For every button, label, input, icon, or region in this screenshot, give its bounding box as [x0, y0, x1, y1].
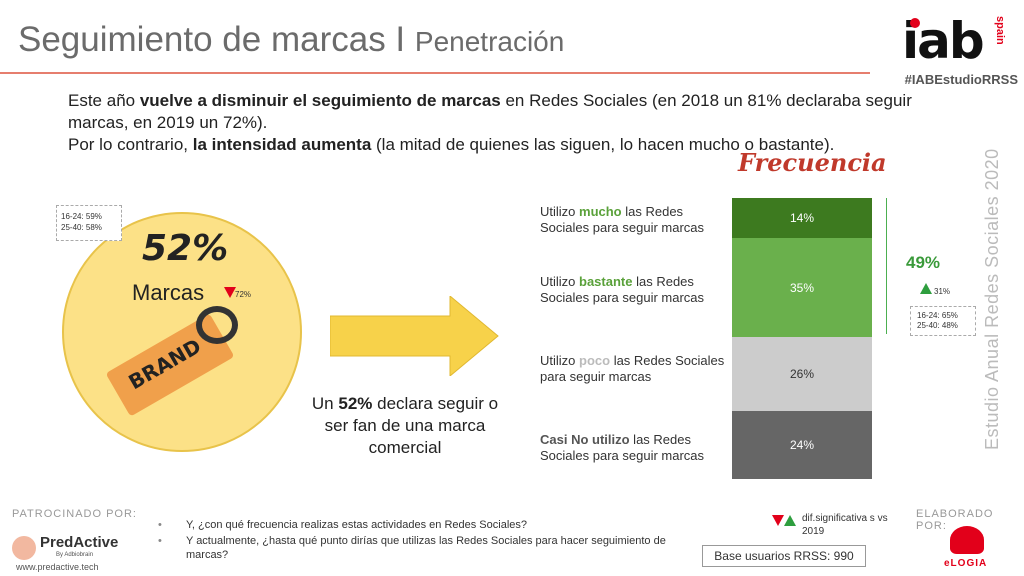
row-label-casi-no: Casi No utilizo las Redes Sociales para … [540, 432, 730, 464]
previous-value: 72% [235, 290, 252, 299]
intro-line-1: Este año vuelve a disminuir el seguimien… [68, 90, 948, 134]
row-1-pre: Utilizo [540, 274, 580, 289]
bar-segment-mucho: 14% [732, 198, 872, 238]
bar-segment-poco: 26% [732, 337, 872, 411]
intro-2-bold: la intensidad aumenta [192, 135, 372, 154]
intro-2-pre: Por lo contrario, [68, 135, 193, 154]
tag-ring-icon [196, 306, 238, 344]
row-label-bastante: Utilizo bastante las Redes Sociales para… [540, 274, 730, 306]
intro-1-bold: vuelve a disminuir el seguimiento de mar… [139, 91, 501, 110]
row-2-post: las Redes Sociales para seguir marcas [540, 353, 725, 384]
row-2-highlight: poco [579, 353, 611, 368]
question-item: Y, ¿con qué frecuencia realizas estas ac… [158, 518, 698, 532]
caption-pre: Un [311, 394, 339, 413]
intro-1-post: en Redes Sociales (en 2018 un 81% declar… [68, 91, 912, 132]
grouped-total: 49% [906, 253, 941, 272]
penetration-caption: Un 52% declara seguir o ser fan de una m… [300, 393, 510, 459]
row-label-mucho: Utilizo mucho las Redes Sociales para se… [540, 204, 730, 236]
side-vertical-text: Estudio Anual Redes Sociales 2020 [982, 148, 1002, 450]
grouped-age-1: 16-24: 65% [917, 311, 958, 320]
bar-segment-casi-no-utilizo: 24% [732, 411, 872, 479]
intro-2-post: (la mitad de quienes las siguen, lo hace… [371, 135, 835, 154]
row-1-post: las Redes Sociales para seguir marcas [540, 274, 705, 305]
caption-post: declara seguir o ser fan de una marca co… [324, 394, 499, 457]
title-separator: I [385, 20, 415, 59]
elogia-name: eLOGIA [944, 558, 988, 569]
bar-value-label: 26% [789, 367, 815, 381]
question-item: Y actualmente, ¿hasta qué punto dirías q… [158, 534, 698, 562]
bar-value-label: 35% [789, 280, 815, 295]
group-bracket-line [886, 198, 887, 334]
section-title: Frecuencia [738, 148, 887, 177]
age-breakdown-2: 25-40: 58% [61, 223, 102, 232]
sponsor-url: www.predactive.tech [16, 562, 99, 572]
bar-value-label: 14% [789, 211, 815, 225]
bar-segment-bastante: 35% [732, 238, 872, 337]
penetration-value: 52% [142, 228, 229, 269]
hashtag: #IABEstudioRRSS [904, 72, 1018, 87]
row-3-highlight: Casi No utilizo [540, 432, 630, 447]
caption-bold: 52% [338, 394, 373, 413]
legend-down-icon [772, 515, 784, 526]
bar-value-label: 24% [789, 438, 815, 452]
row-1-highlight: bastante [579, 274, 633, 289]
intro-text: Este año vuelve a disminuir el seguimien… [68, 90, 948, 156]
intro-1-pre: Este año [68, 91, 140, 110]
elogia-logo: eLOGIA [942, 526, 992, 572]
sponsor-label: PATROCINADO POR: [12, 508, 137, 520]
title-main: Seguimiento de marcas [18, 20, 386, 59]
sponsor-by: By Adbiobrain [56, 552, 94, 558]
increase-triangle-icon [920, 283, 932, 294]
row-0-pre: Utilizo [540, 204, 580, 219]
logo-sub: spain [994, 16, 1006, 45]
age-breakdown-1: 16-24: 59% [61, 212, 102, 221]
penetration-label: Marcas [132, 280, 205, 305]
grouped-previous: 31% [934, 287, 951, 296]
logo-dot [910, 18, 920, 28]
row-3-post: las Redes Sociales para seguir marcas [540, 432, 705, 463]
sponsor-logo-icon [12, 536, 36, 560]
sponsor-name: PredActive [40, 534, 119, 551]
grouped-age-2: 25-40: 48% [917, 321, 958, 330]
iab-logo: iab spain [902, 12, 1012, 72]
row-label-poco: Utilizo poco las Redes Sociales para seg… [540, 353, 730, 385]
title-subtitle: Penetración [414, 26, 565, 57]
base-sample-box: Base usuarios RRSS: 990 [702, 545, 866, 567]
row-2-pre: Utilizo [540, 353, 580, 368]
elogia-mark-icon [950, 526, 984, 554]
row-0-highlight: mucho [579, 204, 622, 219]
intro-line-2: Por lo contrario, la intensidad aumenta … [68, 134, 948, 156]
made-by-label: ELABORADO POR: [916, 508, 994, 532]
age-breakdown-box: 16-24: 59% 25-40: 58% [56, 205, 122, 241]
significance-legend: dif.significativa s vs 2019 [802, 513, 888, 537]
page-title: Seguimiento de marcas I Penetración [18, 20, 564, 60]
row-0-post: las Redes Sociales para seguir marcas [540, 204, 705, 235]
title-underline [0, 72, 870, 74]
survey-questions: Y, ¿con qué frecuencia realizas estas ac… [158, 518, 698, 564]
decrease-triangle-icon [224, 287, 236, 298]
right-arrow-icon [330, 296, 499, 376]
grouped-age-box: 16-24: 65% 25-40: 48% [910, 306, 976, 336]
legend-up-icon [784, 515, 796, 526]
